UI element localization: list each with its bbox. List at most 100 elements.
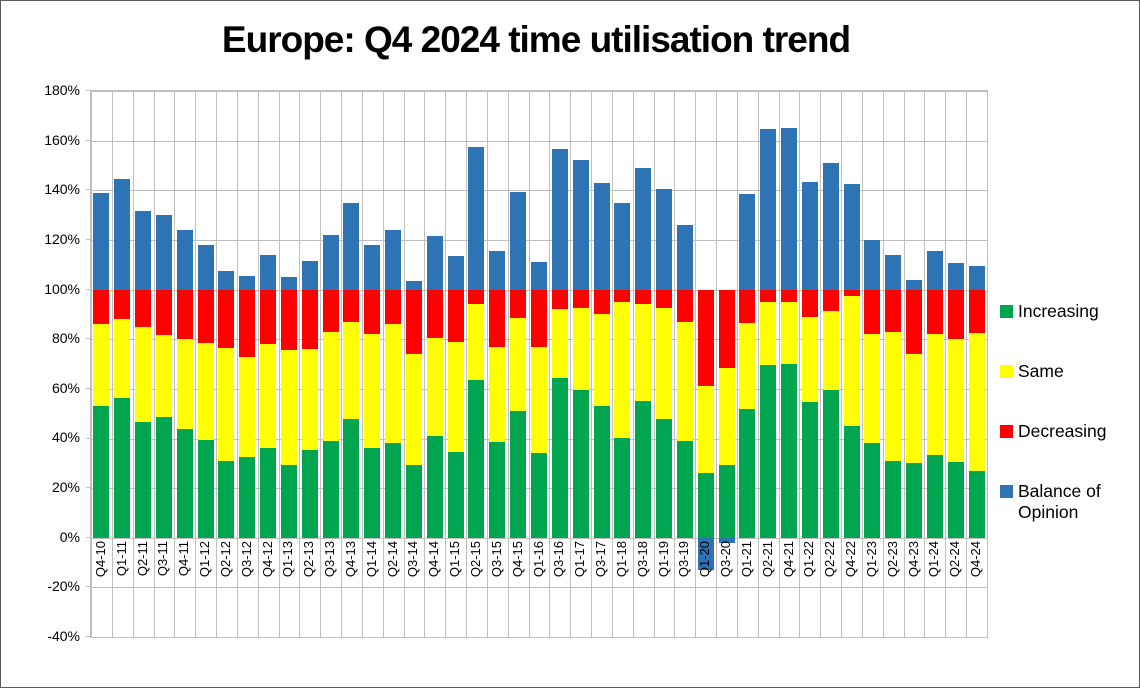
bar-segment-decreasing	[176, 289, 193, 340]
vertical-gridline	[966, 91, 968, 637]
bar-segment-balance	[843, 184, 860, 290]
bar-segment-same	[176, 339, 193, 429]
horizontal-gridline	[91, 587, 987, 589]
bar-segment-decreasing	[114, 289, 131, 320]
legend-swatch-balance-of-opinion	[1000, 485, 1013, 498]
x-tick-label: Q3-12	[238, 540, 254, 577]
bar-segment-decreasing	[405, 289, 422, 355]
bar-segment-balance	[322, 234, 339, 290]
bar-segment-decreasing	[947, 289, 964, 340]
bar-segment-decreasing	[510, 289, 527, 319]
y-tick-label: 100%	[44, 280, 80, 297]
bar-segment-balance	[197, 244, 214, 290]
bar-segment-balance	[343, 202, 360, 290]
vertical-gridline	[132, 91, 134, 637]
bar-segment-increasing	[489, 442, 506, 538]
bar-segment-same	[864, 334, 881, 444]
x-tick-label: Q4-12	[259, 540, 275, 577]
bar-segment-same	[697, 386, 714, 474]
bar-segment-same	[93, 324, 110, 407]
bar-segment-same	[614, 301, 631, 439]
bar-segment-same	[593, 314, 610, 407]
bar-segment-decreasing	[885, 289, 902, 332]
legend-label: Same	[1018, 361, 1064, 381]
bar-segment-balance	[301, 261, 318, 290]
x-tick-label: Q3-16	[551, 540, 567, 577]
vertical-gridline	[382, 91, 384, 637]
bar-segment-increasing	[301, 449, 318, 538]
bar-segment-decreasing	[531, 289, 547, 347]
bar-segment-balance	[885, 254, 902, 290]
y-axis-tick	[86, 586, 90, 588]
bar-segment-same	[426, 337, 443, 436]
bar-segment-same	[718, 367, 735, 465]
bar-segment-balance	[114, 179, 131, 290]
y-axis-tick	[86, 487, 90, 489]
bar-segment-decreasing	[468, 289, 485, 305]
legend-label: Balance of Opinion	[1018, 481, 1101, 522]
bar-segment-balance	[593, 182, 610, 290]
vertical-gridline	[987, 91, 988, 637]
bar-segment-decreasing	[635, 289, 652, 305]
vertical-gridline	[341, 91, 343, 637]
bar-segment-same	[405, 354, 422, 465]
y-axis-tick	[86, 536, 90, 538]
bar-segment-same	[968, 332, 985, 471]
x-tick-label: Q1-23	[863, 540, 879, 577]
y-axis-tick	[86, 387, 90, 389]
bar-segment-same	[385, 324, 402, 444]
bar-segment-decreasing	[135, 289, 152, 327]
vertical-gridline	[236, 91, 238, 637]
y-tick-label: 160%	[44, 131, 80, 148]
x-tick-label: Q3-13	[322, 540, 338, 577]
vertical-gridline	[257, 91, 259, 637]
x-tick-label: Q4-24	[968, 540, 984, 577]
bar-segment-same	[447, 341, 464, 453]
chart-title: Europe: Q4 2024 time utilisation trend	[221, 19, 851, 60]
bar-segment-decreasing	[489, 289, 506, 347]
y-axis-tick	[86, 338, 90, 340]
bar-segment-increasing	[385, 443, 402, 538]
x-tick-label: Q3-14	[405, 540, 421, 577]
bar-segment-same	[510, 318, 527, 412]
vertical-gridline	[466, 91, 468, 637]
bar-segment-balance	[135, 211, 152, 290]
bar-segment-balance	[551, 149, 568, 290]
bar-segment-balance	[510, 191, 527, 290]
bar-segment-decreasing	[614, 289, 631, 302]
bar-segment-same	[531, 346, 547, 454]
vertical-gridline	[570, 91, 572, 637]
bar-segment-balance	[405, 280, 422, 290]
bar-segment-balance	[676, 225, 693, 290]
y-tick-label: 180%	[44, 82, 80, 98]
x-tick-label: Q1-17	[572, 540, 588, 577]
bar-segment-balance	[697, 537, 714, 570]
bar-segment-increasing	[781, 364, 798, 538]
bar-segment-decreasing	[781, 289, 798, 302]
horizontal-gridline	[91, 537, 987, 539]
x-tick-label: Q4-23	[905, 540, 921, 577]
bar-segment-increasing	[843, 426, 860, 538]
bar-segment-balance	[614, 202, 631, 290]
bar-segment-decreasing	[155, 289, 172, 336]
bar-segment-increasing	[343, 418, 360, 538]
x-tick-label: Q2-13	[301, 540, 317, 577]
bar-segment-balance	[280, 277, 297, 290]
x-tick-label: Q2-22	[822, 540, 838, 577]
bar-segment-same	[760, 301, 777, 366]
x-tick-label: Q3-20	[718, 540, 734, 577]
bar-segment-increasing	[114, 397, 131, 538]
bar-segment-increasing	[218, 460, 235, 538]
x-tick-label: Q1-19	[655, 540, 671, 577]
vertical-gridline	[445, 91, 447, 637]
bar-segment-balance	[155, 215, 172, 290]
vertical-gridline	[611, 91, 613, 637]
bar-segment-balance	[864, 239, 881, 290]
vertical-gridline	[945, 91, 947, 637]
x-tick-label: Q4-14	[426, 540, 442, 577]
bar-segment-balance	[385, 229, 402, 290]
bar-segment-same	[301, 349, 318, 450]
bar-segment-increasing	[697, 473, 714, 538]
y-axis-tick	[86, 636, 90, 637]
bar-segment-same	[468, 304, 485, 381]
